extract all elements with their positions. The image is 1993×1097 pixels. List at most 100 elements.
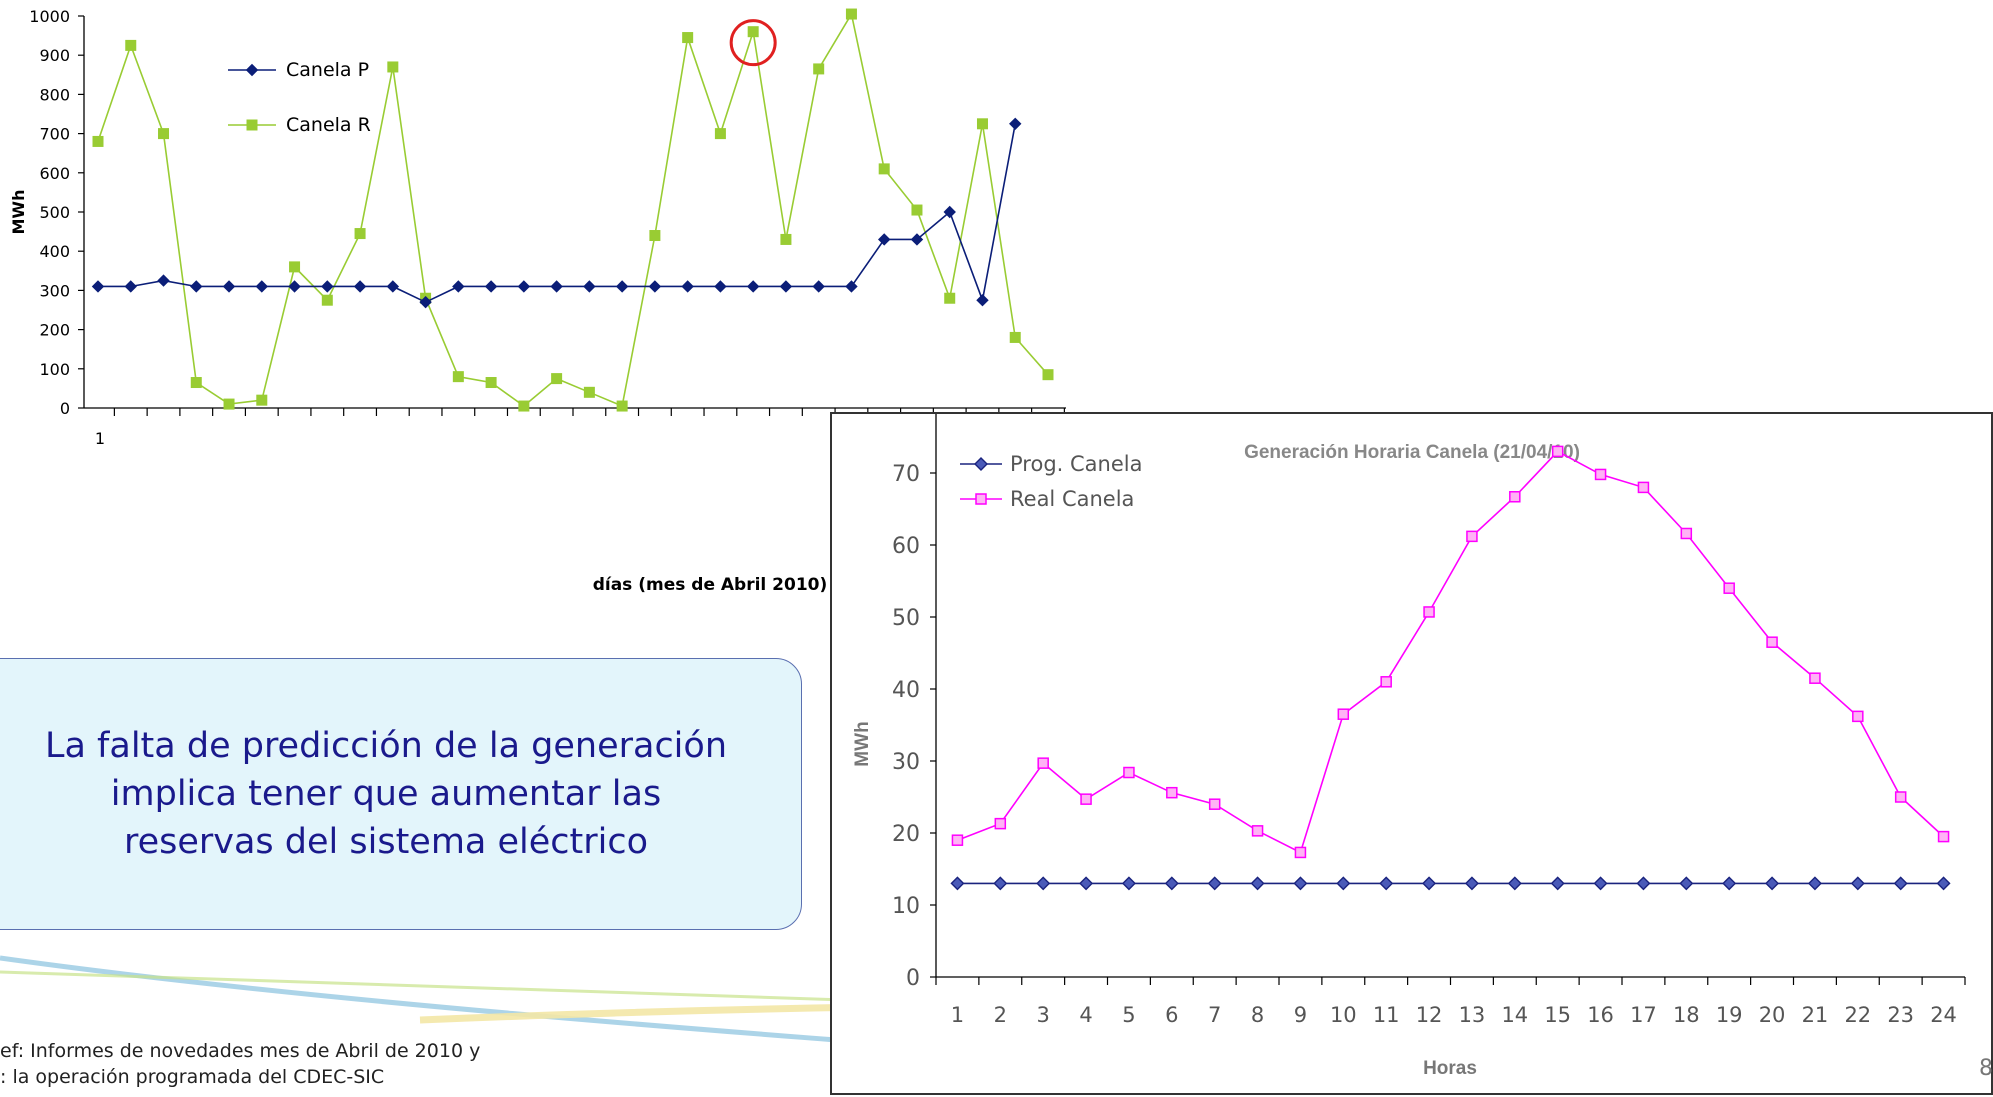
data-point bbox=[1550, 876, 1565, 891]
data-point bbox=[1466, 530, 1478, 543]
data-point bbox=[1123, 766, 1135, 779]
data-point bbox=[321, 280, 334, 293]
legend-label: Canela R bbox=[286, 114, 371, 136]
data-point bbox=[190, 377, 202, 389]
data-point bbox=[976, 118, 988, 130]
y-tick-label: 0 bbox=[906, 966, 920, 991]
x-tick-label: 6 bbox=[1165, 1003, 1178, 1027]
x-tick-label: 18 bbox=[1673, 1003, 1700, 1027]
legend-label: Canela P bbox=[286, 59, 369, 81]
x-tick-label: 5 bbox=[1122, 1003, 1135, 1027]
data-point bbox=[1894, 791, 1907, 803]
callout-line: implica tener que aumentar las bbox=[110, 774, 662, 814]
y-tick-label: 700 bbox=[39, 125, 70, 144]
data-point bbox=[944, 292, 956, 304]
data-point bbox=[518, 400, 530, 412]
data-point bbox=[648, 280, 662, 293]
data-point bbox=[1121, 876, 1136, 891]
data-point bbox=[1636, 876, 1651, 891]
data-point bbox=[1042, 369, 1054, 381]
x-tick-label: 9 bbox=[1294, 1003, 1307, 1027]
x-tick-label: 12 bbox=[1416, 1003, 1443, 1027]
x-tick-label: 1 bbox=[951, 1003, 964, 1027]
data-point bbox=[92, 135, 104, 147]
y-tick-label: 900 bbox=[39, 46, 70, 65]
legend: Prog. Canela Real Canela bbox=[960, 452, 1142, 511]
data-point bbox=[993, 876, 1008, 891]
data-point bbox=[910, 233, 924, 246]
data-point bbox=[1250, 876, 1265, 891]
data-point bbox=[911, 204, 923, 216]
data-point bbox=[1422, 876, 1437, 891]
data-point bbox=[1766, 636, 1778, 648]
data-point bbox=[1036, 876, 1051, 891]
page-number: 8 bbox=[1979, 1056, 1993, 1081]
data-point bbox=[1937, 830, 1950, 843]
data-point bbox=[1765, 876, 1780, 891]
data-point bbox=[1936, 876, 1951, 891]
legend-label: Real Canela bbox=[1010, 487, 1134, 511]
data-point bbox=[1679, 876, 1694, 891]
data-point bbox=[485, 377, 497, 389]
data-point bbox=[1037, 757, 1049, 769]
x-tick-label: 2 bbox=[994, 1003, 1007, 1027]
data-point bbox=[190, 280, 203, 293]
data-point bbox=[353, 280, 367, 293]
y-tick-label: 30 bbox=[892, 750, 920, 775]
x-tick-label: 16 bbox=[1587, 1003, 1614, 1027]
data-point bbox=[1380, 676, 1392, 688]
legend-label: Prog. Canela bbox=[1010, 452, 1142, 476]
data-point bbox=[1336, 876, 1351, 891]
data-point bbox=[157, 274, 170, 287]
data-point bbox=[1164, 876, 1179, 891]
x-tick-label: 4 bbox=[1079, 1003, 1092, 1027]
data-point bbox=[517, 280, 531, 293]
y-tick-label: 70 bbox=[892, 462, 920, 487]
y-axis-title: MWh bbox=[852, 721, 873, 766]
y-tick-label: 20 bbox=[892, 822, 920, 847]
y-tick-label: 60 bbox=[892, 534, 920, 559]
data-point bbox=[288, 280, 301, 293]
data-point bbox=[747, 26, 759, 38]
data-point bbox=[125, 39, 137, 51]
hourly-generation-chart: Generación Horaria Canela (21/04/10) 0 10 2… bbox=[852, 414, 1966, 1079]
data-point bbox=[1207, 876, 1222, 891]
data-point bbox=[583, 386, 595, 398]
data-point bbox=[255, 280, 269, 293]
x-tick-label: 21 bbox=[1802, 1003, 1829, 1027]
y-tick-label: 80 bbox=[892, 414, 920, 415]
data-point bbox=[1509, 491, 1521, 503]
x-tick-label: 14 bbox=[1501, 1003, 1528, 1027]
data-point bbox=[1551, 445, 1564, 458]
data-point bbox=[994, 817, 1007, 830]
y-tick-label: 1000 bbox=[29, 7, 70, 26]
x-tick-label: 1 bbox=[95, 429, 105, 448]
data-point bbox=[1637, 481, 1650, 494]
data-point bbox=[1809, 672, 1821, 684]
data-point bbox=[1507, 876, 1522, 891]
reference-line: ef: Informes de novedades mes de Abril d… bbox=[0, 1040, 481, 1062]
data-point bbox=[1722, 876, 1737, 891]
data-point bbox=[616, 400, 628, 412]
data-point bbox=[779, 280, 793, 293]
y-axis-title: MWh bbox=[9, 190, 28, 235]
data-point bbox=[1594, 468, 1607, 481]
data-point bbox=[387, 61, 399, 73]
x-tick-label: 20 bbox=[1759, 1003, 1786, 1027]
data-point bbox=[1423, 606, 1435, 618]
y-tick-label: 400 bbox=[39, 242, 70, 261]
y-tick-label: 800 bbox=[39, 85, 70, 104]
data-point bbox=[649, 230, 661, 242]
legend-swatch-marker bbox=[974, 457, 988, 471]
data-point bbox=[746, 280, 760, 293]
data-point bbox=[1251, 825, 1264, 837]
data-point bbox=[615, 280, 629, 293]
data-point bbox=[812, 280, 825, 293]
y-tick-label: 300 bbox=[39, 281, 70, 300]
data-point bbox=[419, 295, 432, 309]
data-point bbox=[845, 8, 857, 20]
data-point bbox=[321, 294, 333, 306]
reference-note: ef: Informes de novedades mes de Abril d… bbox=[0, 1038, 480, 1090]
x-axis-title: días (mes de Abril 2010) bbox=[593, 575, 828, 595]
x-tick-label: 22 bbox=[1844, 1003, 1871, 1027]
